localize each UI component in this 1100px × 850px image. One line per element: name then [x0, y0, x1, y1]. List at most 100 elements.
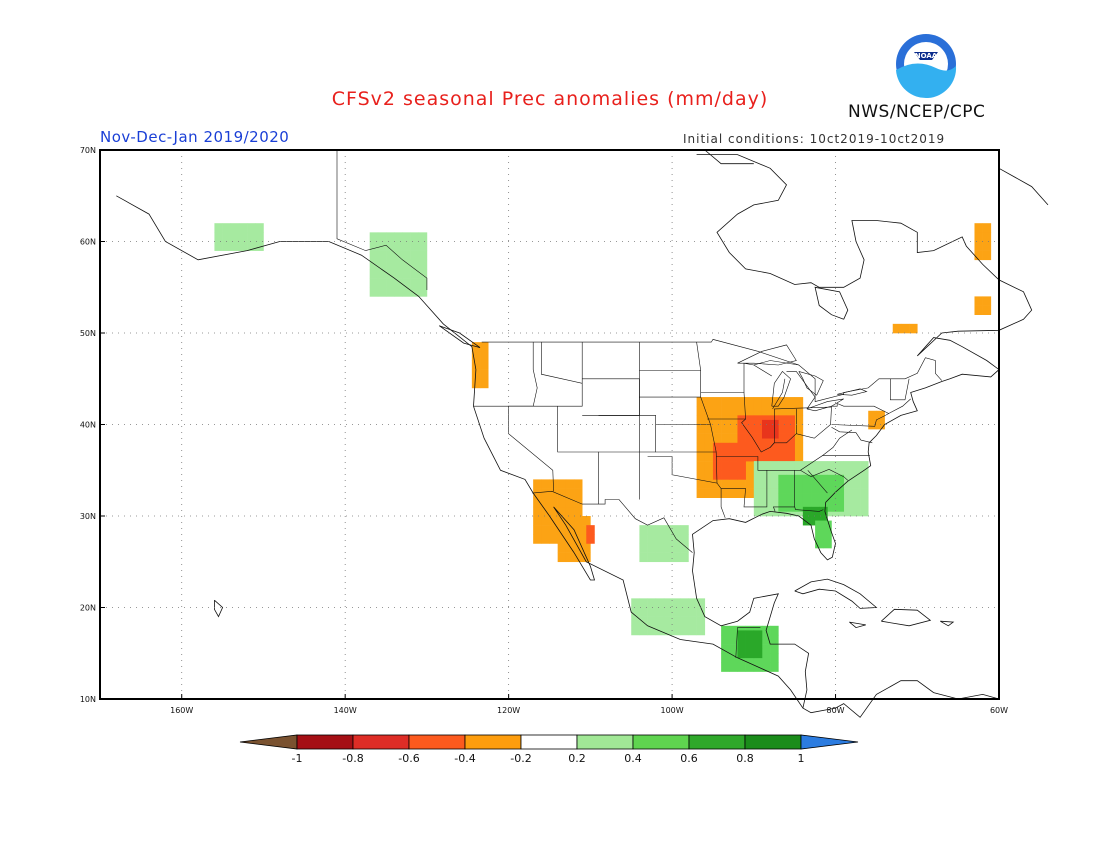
lon-tick-label: 120W [497, 706, 520, 715]
anomaly-cell [745, 639, 755, 649]
anomaly-cell [770, 442, 779, 453]
anomaly-cell [557, 534, 567, 544]
anomaly-cell [851, 497, 861, 508]
anomaly-cell [639, 525, 648, 535]
anomaly-cell [753, 415, 763, 425]
anomaly-cell [377, 232, 387, 242]
anomaly-cell [786, 442, 795, 453]
anomaly-cell [647, 525, 657, 535]
axis-ticks: 160W 140W 120W 100W 80W 60W 10N 20N 30N 40N 50N 60N… [80, 146, 1008, 715]
anomaly-cell [696, 397, 706, 407]
anomaly-cell [737, 461, 746, 471]
anomaly-cell [631, 607, 640, 617]
anomaly-cell [721, 433, 730, 444]
anomaly-cell [737, 630, 746, 640]
anomaly-cell [639, 598, 648, 608]
anomaly-cell [647, 625, 657, 636]
anomaly-cell [729, 470, 738, 480]
anomaly-cell [557, 479, 567, 489]
anomaly-cell [860, 470, 869, 480]
anomaly-cell [770, 461, 779, 471]
anomaly-cell [565, 534, 575, 544]
anomaly-cell [794, 397, 804, 407]
anomaly-cell [647, 534, 657, 544]
anomaly-cell [737, 488, 746, 498]
anomaly-cell [680, 525, 689, 535]
anomaly-cell [680, 598, 689, 608]
anomaly-region [892, 323, 918, 334]
anomaly-cell [982, 223, 992, 233]
anomaly-cell [712, 470, 722, 480]
colorbar-swatch [296, 734, 354, 750]
anomaly-cell [819, 506, 828, 517]
anomaly-cell [247, 232, 256, 242]
anomaly-cell [696, 406, 706, 416]
anomaly-cell [745, 415, 755, 425]
anomaly-cell [753, 479, 763, 489]
anomaly-cell [247, 241, 256, 251]
anomaly-cell [565, 497, 575, 508]
anomaly-cell [835, 474, 845, 485]
coastline-gulf [692, 154, 1033, 709]
anomaly-cell [761, 497, 771, 508]
anomaly-cell [672, 616, 681, 627]
anomaly-cell [394, 250, 403, 261]
anomaly-cell [721, 479, 730, 489]
anomaly-cell [533, 479, 542, 489]
anomaly-cell [802, 474, 812, 485]
anomaly-cell [860, 497, 869, 508]
anomaly-cell [377, 287, 387, 297]
colorbar-swatch [520, 734, 578, 750]
anomaly-cell [574, 516, 583, 526]
noaa-logo: NOAA [896, 34, 957, 99]
anomaly-cell [655, 616, 665, 627]
anomaly-cell [729, 662, 738, 672]
colorbar-label: 0.6 [680, 752, 698, 765]
anomaly-cell [639, 607, 648, 617]
anomaly-cell [815, 529, 824, 540]
anomaly-cell [843, 470, 853, 480]
anomaly-cell [471, 351, 481, 361]
anomaly-cell [541, 479, 550, 489]
anomaly-cell [753, 433, 763, 444]
state-lines [696, 342, 718, 484]
anomaly-cell [721, 442, 730, 453]
anomaly-cell [402, 232, 411, 242]
lat-tick-label: 30N [80, 512, 96, 521]
anomaly-cell [688, 616, 697, 627]
anomaly-cell [974, 250, 983, 261]
anomaly-cell [761, 470, 771, 480]
anomaly-region [815, 520, 832, 549]
anomaly-cell [369, 278, 379, 288]
anomaly-cell [418, 241, 428, 251]
anomaly-cell [745, 470, 755, 480]
lake-ontario [837, 388, 868, 396]
anomaly-cell [753, 488, 763, 498]
anomaly-cell [737, 424, 746, 434]
anomaly-cell [729, 397, 738, 407]
anomaly-cell [471, 369, 481, 380]
anomaly-cell [394, 259, 403, 270]
coastline-cuba [794, 578, 878, 609]
anomaly-cell [680, 552, 689, 563]
anomaly-cell [582, 516, 591, 526]
border-mexico-guatemala [735, 627, 761, 658]
anomaly-cell [688, 607, 697, 617]
lake-huron [798, 371, 824, 396]
anomaly-cell [982, 296, 992, 306]
anomaly-cell [761, 506, 771, 517]
anomaly-cell [770, 451, 779, 462]
anomaly-cell [974, 305, 983, 315]
anomaly-cell [533, 506, 542, 517]
anomaly-cell [557, 497, 567, 508]
anomaly-cell [761, 634, 771, 645]
anomaly-cell [672, 625, 681, 636]
anomaly-cell [737, 397, 746, 407]
political-border-layer [336, 150, 943, 658]
anomaly-cell [655, 534, 665, 544]
anomaly-cell [663, 625, 673, 636]
anomaly-cell [786, 397, 795, 407]
lake-superior [737, 344, 797, 366]
anomaly-cell [770, 479, 779, 489]
anomaly-cell [214, 232, 223, 242]
